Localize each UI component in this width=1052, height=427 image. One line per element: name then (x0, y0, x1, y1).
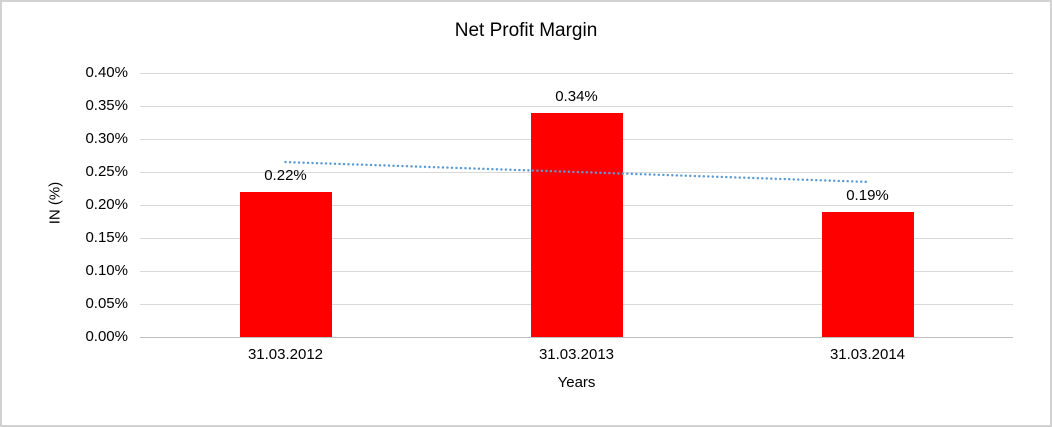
gridline (140, 106, 1013, 107)
trendline-path (284, 160, 869, 184)
y-tick-label: 0.40% (85, 64, 128, 81)
y-tick-label: 0.10% (85, 262, 128, 279)
bar-31.03.2013[interactable] (530, 112, 623, 337)
x-tick-label: 31.03.2012 (247, 346, 324, 363)
chart-title: Net Profit Margin (454, 20, 598, 41)
x-axis-title: Years (557, 374, 596, 391)
bar-data-label: 0.34% (555, 87, 598, 105)
bar-31.03.2014[interactable] (821, 211, 914, 337)
y-tick-label: 0.30% (85, 130, 128, 147)
x-axis-line (140, 337, 1013, 338)
trendline (284, 160, 869, 184)
plot-area (140, 73, 1013, 338)
y-tick-label: 0.05% (85, 295, 128, 312)
y-tick-label: 0.25% (85, 163, 128, 180)
bar-data-label: 0.19% (846, 186, 889, 204)
x-tick-label: 31.03.2014 (829, 346, 906, 363)
y-tick-label: 0.20% (85, 196, 128, 213)
bar-31.03.2012[interactable] (239, 191, 332, 337)
gridline (140, 73, 1013, 74)
y-tick-label: 0.15% (85, 229, 128, 246)
y-tick-label: 0.35% (85, 97, 128, 114)
bar-data-label: 0.22% (264, 166, 307, 184)
x-tick-label: 31.03.2013 (538, 346, 615, 363)
y-tick-label: 0.00% (85, 328, 128, 345)
